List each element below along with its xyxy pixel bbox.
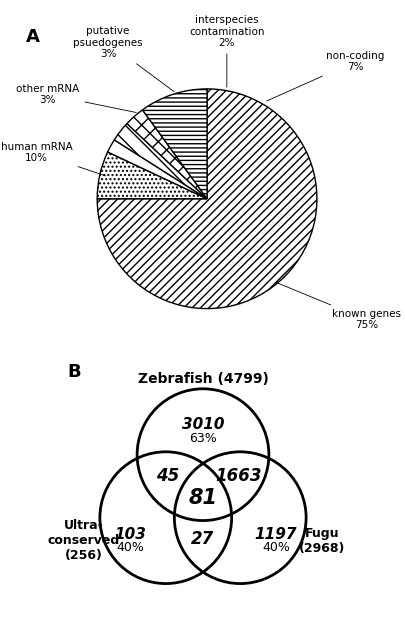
Text: 63%: 63%: [189, 433, 216, 445]
Text: 27: 27: [191, 530, 214, 548]
Text: 103: 103: [114, 528, 145, 542]
Wedge shape: [142, 89, 207, 199]
Text: non-coding
7%: non-coding 7%: [266, 50, 384, 101]
Text: 1197: 1197: [254, 528, 296, 542]
Text: 3010: 3010: [181, 417, 224, 432]
Text: other mRNA
3%: other mRNA 3%: [16, 84, 136, 112]
Wedge shape: [97, 152, 207, 199]
Text: known genes
75%: known genes 75%: [275, 282, 400, 330]
Text: 1663: 1663: [215, 467, 261, 485]
Wedge shape: [107, 140, 207, 199]
Text: Ultra-
conserved
(256): Ultra- conserved (256): [48, 519, 120, 562]
Text: putative
psuedogenes
3%: putative psuedogenes 3%: [73, 26, 174, 92]
Text: 45: 45: [155, 467, 178, 485]
Wedge shape: [97, 89, 316, 309]
Text: Zebrafish (4799): Zebrafish (4799): [137, 372, 268, 386]
Text: interspecies
contamination
2%: interspecies contamination 2%: [189, 15, 264, 87]
Text: 40%: 40%: [116, 541, 143, 554]
Text: human mRNA
10%: human mRNA 10%: [1, 142, 105, 176]
Wedge shape: [114, 124, 207, 199]
Text: 81: 81: [188, 487, 217, 508]
Text: Fugu
(2968): Fugu (2968): [298, 526, 344, 554]
Wedge shape: [127, 110, 207, 199]
Text: 40%: 40%: [262, 541, 289, 554]
Text: B: B: [67, 363, 80, 381]
Text: A: A: [26, 29, 40, 47]
